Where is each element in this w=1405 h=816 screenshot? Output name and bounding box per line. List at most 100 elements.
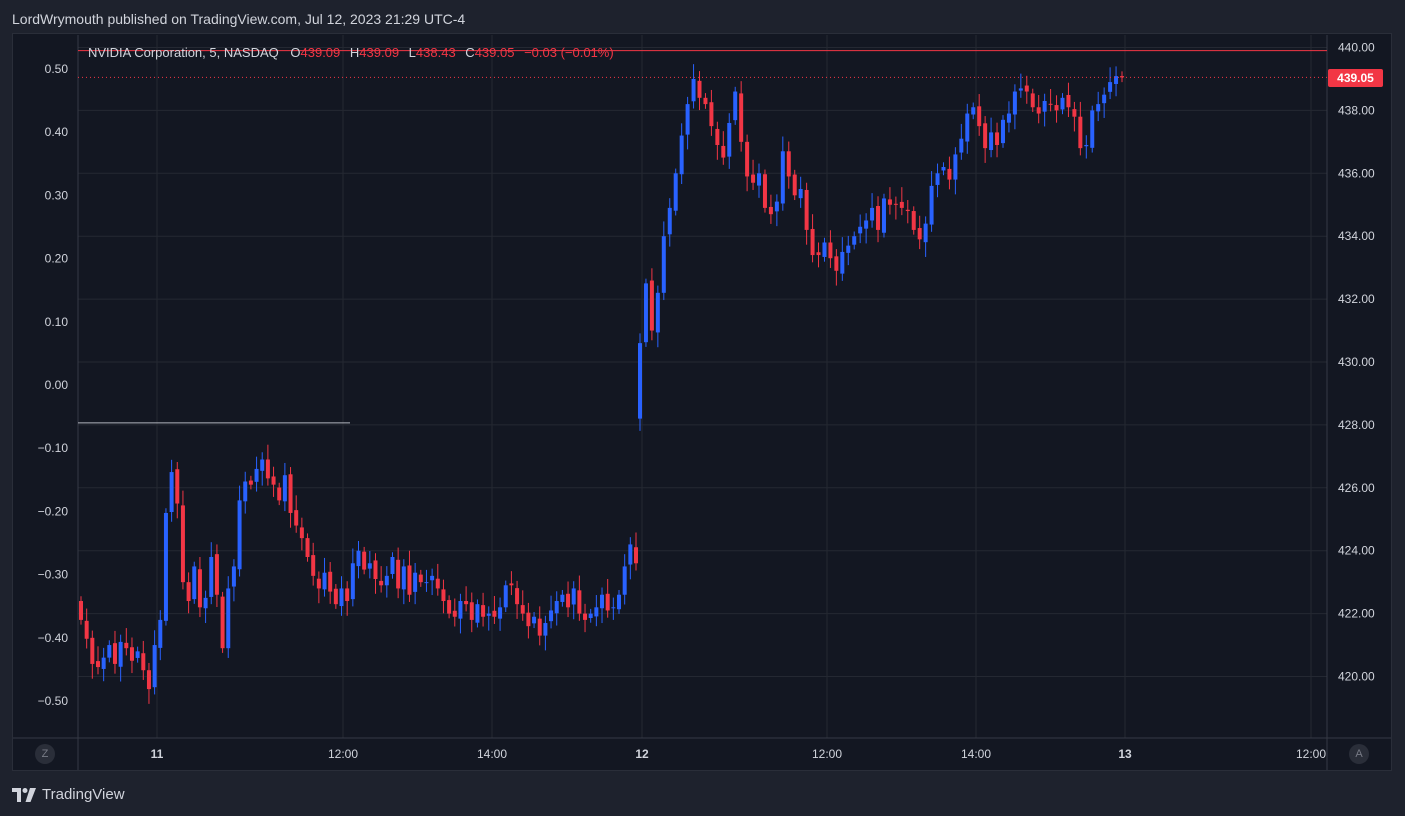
candle [983,116,988,163]
candle [90,630,95,679]
auto-scale-button[interactable]: A [1349,744,1369,764]
candle [537,606,542,646]
candle [965,103,970,154]
tradingview-brand: TradingView [42,786,125,803]
candle [959,123,964,160]
candles [79,64,1124,704]
candle [515,580,520,619]
candle-body [983,123,988,149]
candle [112,630,117,674]
candle-body [237,500,242,570]
candle-body [101,657,106,669]
percent-tick-label: 0.30 [45,188,69,202]
candle [709,89,714,136]
candle [356,540,361,579]
candle-body [1042,100,1047,112]
candle-body [792,174,797,196]
candle [560,590,565,607]
candle [543,615,548,651]
chart-panel[interactable] [12,33,1392,771]
candle [923,216,928,257]
percent-tick-label: −0.40 [38,631,69,645]
last-price-tag: 439.05 [1328,69,1383,87]
candle [486,606,491,631]
candle [840,237,845,281]
symbol-legend: NVIDIA Corporation, 5, NASDAQ O439.09 H4… [88,45,620,60]
candle-body [691,78,696,102]
candle-body [768,206,773,215]
candle [852,231,857,250]
candle-body [628,544,633,565]
candle-body [929,185,934,225]
candle-body [509,583,514,586]
candle [935,163,940,198]
candle-body [864,220,869,229]
candle-body [129,647,134,661]
candle-body [638,343,642,419]
candle [566,581,571,618]
candle-body [1114,76,1119,84]
candle [605,579,610,618]
candle [430,568,435,596]
candle-body [989,132,994,151]
candle [679,123,684,184]
candle [995,122,1000,158]
candle-body [605,593,610,611]
candle-body [532,616,537,624]
left-scale-button[interactable]: Z [35,744,55,764]
candle [583,603,588,633]
candle-body [515,588,520,605]
candle-body [634,547,638,564]
candle-body [1036,107,1041,114]
candle [594,595,599,627]
percent-tick-label: −0.30 [38,568,69,582]
legend-high-value: 439.09 [359,45,400,60]
tradingview-logo[interactable]: TradingView [12,786,125,803]
candle [180,490,185,590]
price-tick-label: 428.00 [1338,418,1375,432]
price-tick-label: 434.00 [1338,229,1375,243]
candle-body [911,211,916,230]
candle [135,646,140,663]
candle [186,572,191,614]
candle [911,206,916,235]
candle-body [243,481,248,502]
candle [1048,89,1053,112]
candle-body [617,594,622,610]
candle [1102,87,1107,118]
candle [362,546,367,575]
candle [101,647,106,682]
candle [577,575,582,621]
time-tick-label: 12:00 [1296,747,1326,761]
percent-tick-label: 0.10 [45,315,69,329]
candle-body [254,468,259,482]
candle-body [271,476,276,485]
legend-close-value: 439.05 [474,45,515,60]
candle-body [733,91,738,121]
candle-body [316,578,321,589]
candle-body [1108,82,1113,92]
candle-body [870,207,875,221]
candle-body [751,174,756,183]
candle-body [852,236,857,245]
candle-body [107,645,112,658]
candle-body [220,596,225,649]
candle-body [917,228,922,240]
candle [899,187,904,216]
candle [220,591,225,653]
candle [1084,135,1089,159]
candle [628,537,633,580]
candle [947,156,952,190]
candle-body [571,588,576,605]
candle-body [396,559,401,589]
candle-body [1120,76,1124,78]
candle-body [774,201,779,212]
candle-body [1066,94,1071,108]
candle [762,169,767,213]
candle-body [265,459,270,479]
candle-body [214,554,219,595]
candle [95,646,100,675]
reference-lines [78,50,1327,424]
candle-body [424,582,429,584]
